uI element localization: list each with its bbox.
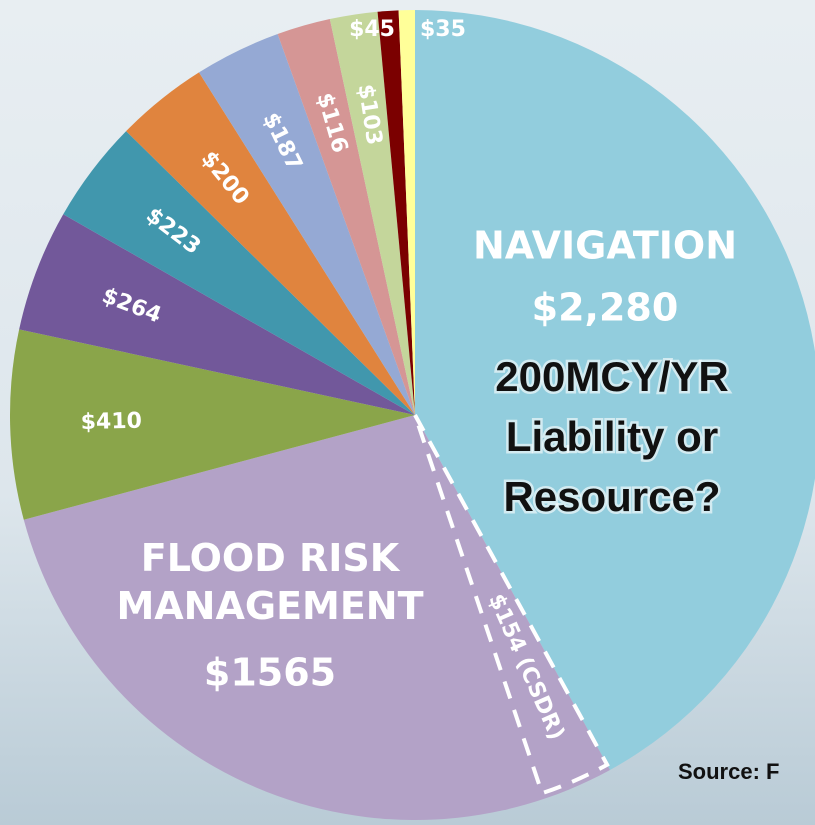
annotation: Liability or [506, 413, 718, 460]
annotation: 200MCY/YR [495, 353, 728, 400]
value-label: $1565 [204, 651, 336, 695]
value-label: $45 [349, 17, 395, 42]
value-label: $35 [420, 17, 466, 42]
chart: $154 (CSDR)NAVIGATION$2,280FLOOD RISKMAN… [0, 0, 815, 825]
value-label: $410 [80, 409, 142, 435]
annotation: Resource? [503, 473, 720, 520]
value-label: $2,280 [532, 286, 679, 330]
category-label: NAVIGATION [473, 224, 737, 268]
source: Source: F [678, 759, 779, 784]
